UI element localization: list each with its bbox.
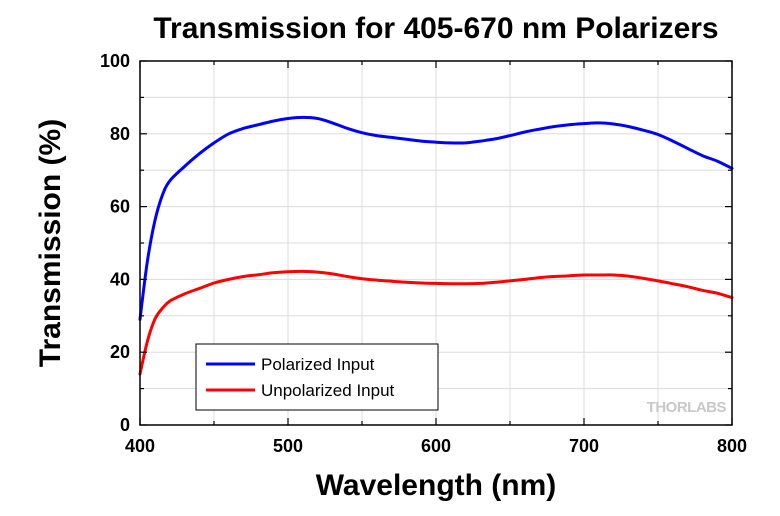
x-axis-label: Wavelength (nm) — [316, 469, 557, 502]
y-tick-label: 40 — [110, 269, 130, 289]
y-tick-label: 80 — [110, 124, 130, 144]
y-tick-label: 20 — [110, 342, 130, 362]
tick-marks — [139, 60, 733, 426]
x-tick-label: 400 — [125, 436, 155, 456]
y-tick-label: 60 — [110, 197, 130, 217]
series-line-unpolarized — [138, 269, 734, 376]
x-tick-label: 500 — [273, 436, 303, 456]
legend-box — [195, 343, 439, 411]
y-tick-label: 100 — [100, 51, 130, 71]
legend: Polarized Input Unpolarized Input — [195, 343, 439, 411]
watermark-layer: THORLABS — [647, 399, 727, 416]
x-tick-label: 700 — [569, 436, 599, 456]
chart-title: Transmission for 405-670 nm Polarizers — [153, 12, 718, 45]
tick-labels: 400 500 600 700 800 0 20 40 60 80 100 — [100, 51, 747, 456]
series-layer — [138, 115, 734, 376]
grid-lines — [140, 61, 732, 425]
series-line-polarized — [138, 115, 734, 321]
x-tick-label: 800 — [717, 436, 747, 456]
legend-label-polarized: Polarized Input — [261, 355, 375, 374]
legend-label-unpolarized: Unpolarized Input — [261, 381, 395, 400]
x-tick-label: 600 — [421, 436, 451, 456]
y-axis-label: Transmission (%) — [34, 119, 67, 367]
y-tick-label: 0 — [120, 415, 130, 435]
thorlabs-watermark: THORLABS — [647, 399, 727, 416]
